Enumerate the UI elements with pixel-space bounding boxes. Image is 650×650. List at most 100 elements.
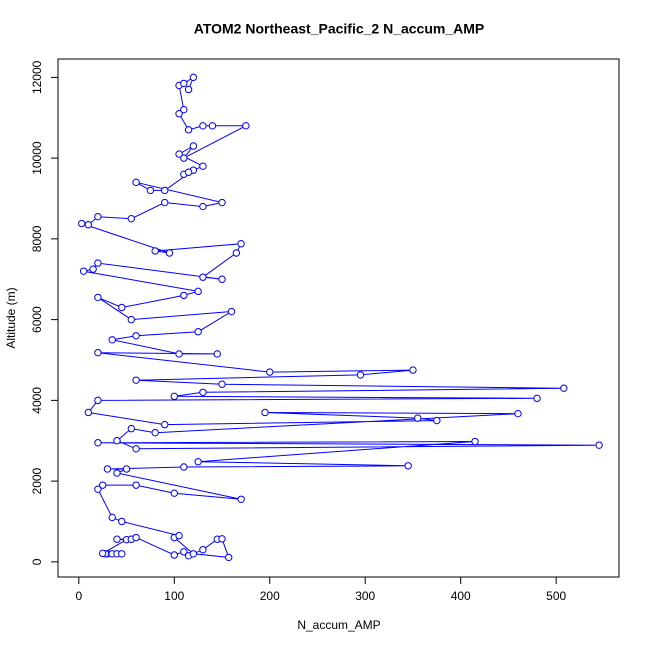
- data-point: [199, 273, 207, 281]
- data-point: [132, 332, 140, 340]
- y-tick-label: 8000: [30, 225, 44, 252]
- data-point: [118, 303, 126, 312]
- data-point: [180, 291, 188, 300]
- x-tick-label: 500: [546, 589, 566, 603]
- y-tick-label: 2000: [30, 467, 44, 494]
- data-point: [218, 380, 226, 388]
- data-point: [225, 553, 233, 562]
- data-point: [227, 307, 236, 316]
- data-point: [94, 396, 102, 405]
- data-point: [118, 550, 126, 558]
- y-axis-label: Altitude (m): [4, 287, 18, 348]
- data-point: [199, 546, 207, 554]
- data-point: [84, 408, 93, 417]
- data-point: [232, 249, 241, 257]
- data-point: [127, 214, 136, 223]
- data-point: [242, 122, 250, 130]
- x-axis-label: N_accum_AMP: [297, 618, 380, 632]
- data-point: [218, 198, 226, 207]
- data-point: [161, 186, 169, 195]
- data-point: [404, 462, 412, 470]
- y-tick-label: 10000: [30, 141, 44, 175]
- data-point: [113, 437, 121, 445]
- data-point: [113, 469, 121, 477]
- y-tick-label: 0: [30, 558, 44, 565]
- data-point: [514, 409, 522, 418]
- data-point: [146, 186, 155, 195]
- data-point: [180, 548, 188, 556]
- data-point: [127, 424, 136, 433]
- data-point: [433, 416, 441, 425]
- data-point: [175, 110, 183, 118]
- data-point: [151, 428, 159, 437]
- data-point: [237, 240, 245, 248]
- data-point: [194, 458, 202, 466]
- data-point: [94, 439, 102, 447]
- data-point: [595, 441, 603, 449]
- data-point: [189, 73, 198, 82]
- x-tick-label: 200: [260, 589, 280, 603]
- data-point: [199, 122, 207, 130]
- data-point: [175, 150, 183, 158]
- data-point: [533, 394, 541, 403]
- data-point: [132, 481, 140, 489]
- data-point: [94, 259, 102, 267]
- data-point: [132, 533, 140, 542]
- chart-title: ATOM2 Northeast_Pacific_2 N_accum_AMP: [194, 21, 484, 37]
- data-point: [180, 154, 188, 162]
- data-point: [132, 445, 140, 453]
- data-point: [199, 202, 207, 211]
- data-point: [184, 168, 193, 176]
- data-point: [170, 551, 178, 559]
- data-point: [184, 126, 193, 134]
- data-point: [127, 315, 136, 324]
- data-point: [77, 219, 86, 228]
- data-point: [84, 221, 93, 229]
- data-point: [170, 489, 178, 497]
- data-point: [213, 350, 221, 358]
- data-point: [175, 531, 183, 540]
- data-point: [94, 212, 102, 221]
- y-tick-label: 4000: [30, 387, 44, 414]
- data-point: [414, 414, 422, 422]
- data-point: [175, 350, 183, 358]
- data-point: [208, 122, 217, 130]
- data-point: [113, 535, 121, 543]
- data-point: [409, 366, 417, 374]
- data-point: [132, 376, 140, 384]
- data-point: [94, 349, 102, 357]
- data-point: [94, 485, 102, 493]
- data-point: [89, 265, 97, 273]
- data-point: [356, 371, 365, 379]
- data-point: [132, 178, 140, 187]
- data-point: [218, 535, 226, 543]
- x-tick-label: 100: [164, 589, 184, 603]
- data-point: [180, 79, 188, 88]
- x-tick-label: 300: [355, 589, 375, 603]
- data-point: [118, 517, 126, 526]
- data-point: [108, 336, 116, 344]
- data-point: [180, 463, 188, 471]
- x-tick-label: 0: [75, 589, 82, 603]
- data-point: [161, 420, 169, 429]
- data-point: [218, 275, 226, 283]
- data-point: [180, 105, 188, 114]
- data-point: [79, 267, 88, 275]
- data-point: [170, 392, 178, 401]
- data-point: [98, 481, 107, 489]
- data-point: [165, 249, 174, 257]
- data-point: [237, 495, 245, 503]
- data-point: [261, 408, 269, 417]
- data-point: [184, 85, 193, 94]
- data-point: [471, 437, 479, 446]
- data-point: [560, 384, 568, 392]
- data-point: [122, 465, 131, 473]
- data-point: [98, 549, 107, 558]
- data-point: [151, 247, 159, 255]
- data-point: [199, 388, 207, 396]
- data-point: [199, 162, 207, 170]
- data-point: [94, 293, 102, 302]
- data-point: [108, 513, 116, 522]
- y-tick-label: 12000: [30, 60, 44, 94]
- data-point: [189, 550, 198, 558]
